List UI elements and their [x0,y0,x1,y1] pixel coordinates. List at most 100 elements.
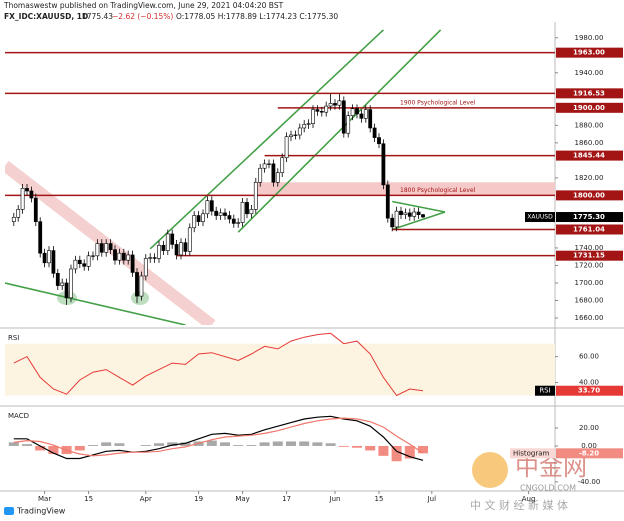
level-label-box [556,88,623,99]
value-label: 33.70 [578,387,600,395]
candle-body [267,163,271,165]
x-tick-label: Mar [38,495,51,503]
value-label-box [556,385,623,396]
candle-body [407,212,412,217]
candle-body [227,215,232,220]
candle-body [262,163,267,169]
histogram-bar [338,445,349,447]
candle-body [311,109,315,124]
symbol: FX_IDC:XAUUSD, 1D [4,12,88,21]
histogram-bar [101,442,112,446]
candle-body [205,200,210,215]
histogram-bar [404,445,415,459]
pane [5,332,555,397]
candle-body [20,188,25,210]
candle-body [64,282,69,299]
histogram-bar [114,443,125,446]
histogram-bar [418,445,428,454]
candle-body [231,218,236,224]
candle-body [139,275,144,297]
candle-body [403,212,408,215]
histogram-bar [378,445,389,456]
histogram-bar [391,445,402,462]
y-tick-label: 1720.00 [575,261,604,269]
series-name: Histogram [513,449,549,457]
candle-body [47,250,51,264]
candle-body [302,124,307,129]
last-price-box [556,212,623,223]
histogram-bar [22,444,32,446]
candle-body [355,108,359,115]
candle-body [372,127,377,138]
candle-body [297,127,302,136]
rsi-band [5,343,555,396]
candle-body [95,243,100,257]
candle-body [25,188,29,192]
candle-body [271,163,276,183]
candle-body [240,202,245,223]
candle-body [55,273,60,286]
trendline [391,211,446,231]
candle-body [60,282,65,286]
x-tick-label: 15 [375,495,384,503]
macd-line [13,417,424,457]
histogram-bar [140,445,151,446]
histogram-bar [180,442,191,446]
y-tick-label: -40.00 [578,478,601,486]
histogram-bar [48,445,59,455]
candle-body [341,100,346,134]
candle-body [51,250,56,274]
level-label: 1800.00 [573,191,605,199]
candle-body [143,258,148,277]
candle-body [104,243,109,253]
candle-body [280,157,285,173]
last-price-symbol: XAUUSD [527,214,553,221]
histogram-bar [352,445,362,448]
watermark-site: CNGOLD.COM [520,484,576,493]
level-note: 1800 Psychological Level [400,187,476,194]
level-label: 1845.44 [573,152,605,160]
candle-body [69,268,73,299]
level-label-box [556,190,623,201]
y-tick-label: 0.00 [581,442,597,450]
y-tick-label: 1700.00 [575,279,604,287]
level-label-box [556,47,623,58]
level-label: 1963.00 [573,49,605,57]
pane [5,29,555,325]
histogram-bar [233,445,244,446]
trendline [149,29,384,250]
candle-body [258,167,263,183]
candle-body [236,222,241,224]
histogram-bar [272,441,283,446]
candle-body [346,115,351,134]
rsi-line [13,332,424,397]
candle-body [359,113,364,119]
level-label-box [556,224,623,235]
y-tick-label: 1740.00 [575,244,604,252]
level-label: 1761.04 [573,226,605,234]
candle-body [394,210,399,228]
candle-body [73,259,78,270]
y-tick-label: 20.00 [579,424,599,432]
trendline [392,200,446,213]
x-tick-label: 15 [84,495,93,503]
level-note: 1900 Psychological Level [400,99,476,106]
histogram-bar [312,442,323,446]
candle-body [390,217,395,228]
candle-body [179,242,183,256]
candle-body [368,109,373,129]
candle-body [284,136,289,159]
x-tick-label: Jun [329,495,341,503]
last-price-symbol-box [525,212,555,223]
change: −2.62 (−0.15%) [112,12,173,21]
ohlc: O:1778.05 H:1778.89 L:1774.23 C:1775.30 [176,12,338,21]
candle-body [82,263,87,267]
level-label-box [556,150,623,161]
candle-body [38,221,43,254]
candle-body [328,103,333,107]
candle-body [223,212,227,216]
candle-body [399,210,403,215]
y-tick-label: 1660.00 [575,314,604,322]
